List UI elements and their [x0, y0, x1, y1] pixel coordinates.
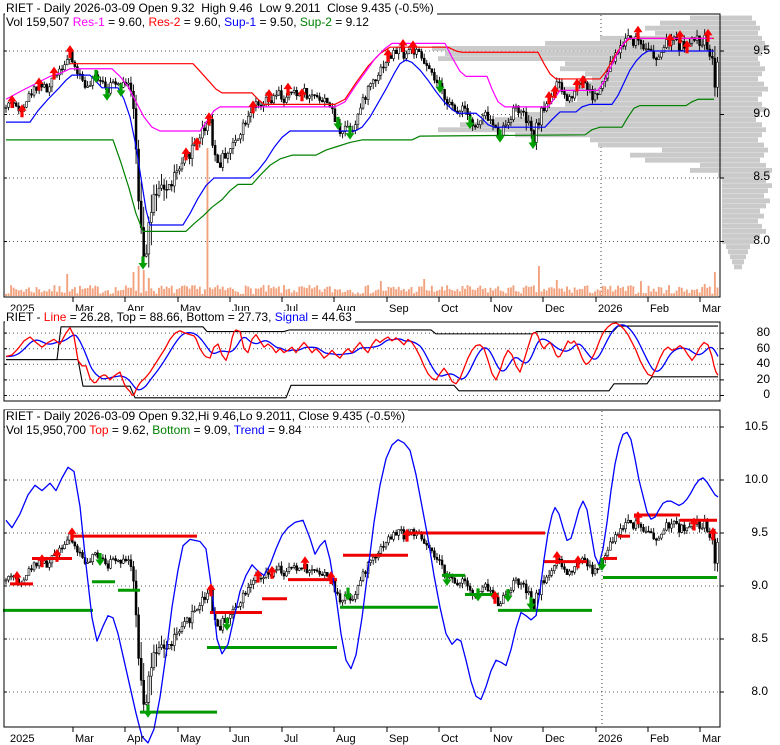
month-label: May	[180, 733, 201, 745]
month-label: Apr	[127, 733, 144, 745]
month-label: Mar	[75, 733, 94, 745]
month-label: Sep	[389, 733, 409, 745]
title-segment: = 9.50,	[256, 15, 300, 29]
month-label: Feb	[650, 303, 669, 315]
title-segment: = 9.12	[331, 15, 369, 29]
month-label: Aug	[336, 733, 356, 745]
month-label: Mar	[702, 303, 721, 315]
price-axis-label: 10.0	[745, 472, 769, 486]
price-panel[interactable]	[4, 14, 720, 297]
title-segment: Sup-1	[224, 15, 257, 29]
price-axis-label: 10.5	[745, 419, 769, 433]
title-segment: = 9.62,	[108, 423, 153, 437]
title-segment: = 9.60,	[104, 15, 149, 29]
oscillator-axis-label: 60	[757, 341, 771, 355]
title-segment: Line	[43, 310, 67, 324]
oscillator-axis-label: 0	[763, 387, 770, 401]
title-segment: = 9.84	[264, 423, 302, 437]
price-axis-label: 8.5	[751, 631, 768, 645]
title-segment: Res-2	[148, 15, 181, 29]
lower-panel-legend: Vol 15,950,700 Top = 9.62, Bottom = 9.09…	[5, 424, 305, 437]
oscillator-axis-label: 80	[757, 325, 771, 339]
month-label: Nov	[493, 733, 513, 745]
month-label: Feb	[650, 733, 669, 745]
oscillator-axis-label: 20	[757, 372, 771, 386]
title-segment: Trend	[233, 423, 265, 437]
title-segment: = 44.63	[308, 310, 352, 324]
price-axis-label: 9.0	[753, 106, 770, 120]
price-axis-label: 8.0	[751, 684, 768, 698]
price-axis-label: 9.0	[751, 578, 768, 592]
title-segment: Vol 15,950,700	[6, 423, 90, 437]
title-segment: RIET -	[6, 310, 44, 324]
price-axis-label: 8.0	[753, 233, 770, 247]
month-label: 2026	[598, 733, 622, 745]
month-label: Dec	[545, 733, 565, 745]
price-panel-title: RIET - Daily 2026-03-09 Open 9.32 High 9…	[5, 2, 437, 15]
month-label: Oct	[441, 733, 458, 745]
month-label: Nov	[493, 303, 513, 315]
title-segment: = 9.09,	[190, 423, 234, 437]
title-segment: RIET - Daily 2026-03-09 Open 9.32,Hi 9.4…	[6, 409, 406, 423]
lower-panel[interactable]	[4, 410, 720, 727]
title-segment: Res-1	[72, 15, 105, 29]
month-label: 2025	[10, 733, 34, 745]
month-label: Jul	[284, 733, 298, 745]
title-segment: = 9.60,	[180, 15, 225, 29]
month-label: 2026	[598, 303, 622, 315]
title-segment: Bottom	[152, 423, 191, 437]
oscillator-axis-label: 40	[757, 356, 771, 370]
title-segment: Vol 159,507	[6, 15, 73, 29]
title-segment: = 26.28, Top = 88.66, Bottom = 27.73,	[66, 310, 275, 324]
month-label: Dec	[545, 303, 565, 315]
month-label: Sep	[389, 303, 409, 315]
price-panel-legend: Vol 159,507 Res-1 = 9.60, Res-2 = 9.60, …	[5, 16, 372, 29]
price-axis-label: 8.5	[753, 169, 770, 183]
oscillator-panel-title: RIET - Line = 26.28, Top = 88.66, Bottom…	[5, 311, 355, 324]
title-segment: Sup-2	[299, 15, 332, 29]
month-label: Jun	[232, 733, 250, 745]
lower-panel-title: RIET - Daily 2026-03-09 Open 9.32,Hi 9.4…	[5, 409, 409, 423]
month-label: Oct	[441, 303, 458, 315]
title-segment: RIET - Daily 2026-03-09 Open 9.32 High 9…	[6, 1, 434, 15]
price-axis-label: 9.5	[753, 43, 770, 57]
month-label: Mar	[702, 733, 721, 745]
title-segment: Top	[89, 423, 109, 437]
oscillator-panel[interactable]	[4, 322, 720, 401]
title-segment: Signal	[274, 310, 309, 324]
price-axis-label: 9.5	[751, 525, 768, 539]
